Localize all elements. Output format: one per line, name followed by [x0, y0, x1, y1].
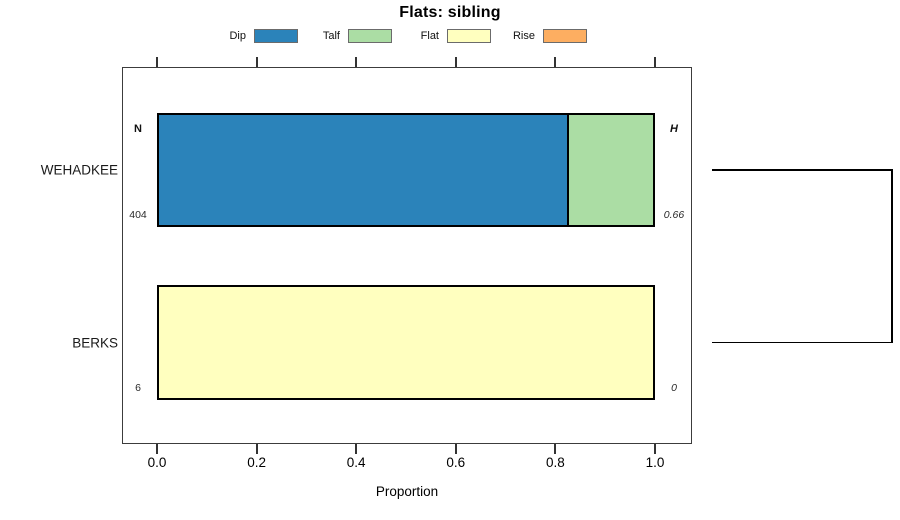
row-n-value: 6	[135, 382, 141, 394]
legend-label: Rise	[512, 30, 535, 42]
y-axis-category-label: BERKS	[72, 335, 118, 350]
legend-swatch	[254, 29, 298, 43]
dendrogram-branch-line	[712, 169, 892, 171]
legend-swatch	[447, 29, 491, 43]
stacked-bar-row	[157, 113, 655, 227]
row-n-value: 404	[129, 209, 147, 221]
dendrogram-join-line	[891, 169, 893, 343]
x-axis-tick-label: 0.4	[346, 455, 366, 470]
legend-label: Dip	[229, 30, 246, 42]
x-axis-tick-label: 0.2	[247, 455, 266, 470]
x-axis-top-tick	[156, 57, 158, 67]
plot-area-frame	[122, 67, 692, 444]
legend-swatch	[543, 29, 587, 43]
row-h-value: 0	[671, 382, 677, 394]
legend-label: Talf	[322, 30, 340, 42]
legend-item: Dip	[206, 28, 298, 44]
x-axis-tick-label: 0.6	[446, 455, 466, 470]
n-column-header: N	[134, 123, 142, 135]
bar-segment	[159, 115, 570, 225]
x-axis-top-tick	[654, 57, 656, 67]
x-axis-tick-label: 1.0	[645, 455, 665, 470]
x-axis-bottom-tick	[255, 444, 258, 454]
x-axis-bottom-tick	[454, 444, 457, 454]
x-axis-bottom-tick	[554, 444, 557, 454]
bar-segment	[569, 115, 653, 225]
x-axis-title: Proportion	[375, 484, 439, 499]
chart-title: Flats: sibling	[399, 4, 501, 21]
y-axis-category-label: WEHADKEE	[40, 162, 118, 178]
dendrogram-branch-line	[712, 341, 892, 343]
legend-item: Flat	[399, 28, 491, 44]
x-axis-top-tick	[454, 57, 457, 67]
x-axis-top-tick	[554, 57, 557, 67]
legend-swatch	[348, 29, 392, 43]
x-axis-bottom-tick	[654, 444, 656, 454]
stacked-bar-row	[157, 285, 655, 400]
x-axis-top-tick	[255, 57, 258, 67]
x-axis-top-tick	[355, 57, 358, 67]
legend-item: Talf	[300, 28, 392, 44]
x-axis-tick-label: 0.8	[546, 455, 565, 470]
legend-label: Flat	[420, 30, 439, 42]
h-column-header: H	[670, 123, 678, 135]
x-axis-bottom-tick	[355, 444, 358, 454]
x-axis-tick-label: 0.0	[147, 455, 167, 470]
x-axis-bottom-tick	[156, 444, 158, 454]
legend-item: Rise	[495, 28, 587, 44]
bar-segment	[159, 287, 653, 398]
row-h-value: 0.66	[663, 209, 685, 221]
